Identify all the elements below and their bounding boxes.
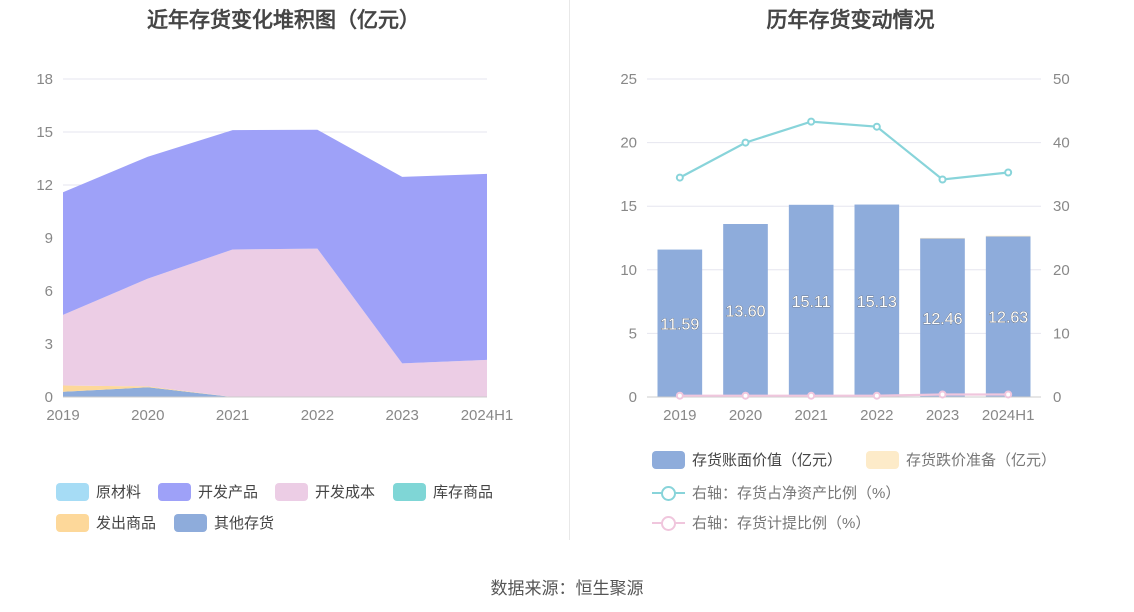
legend-label: 右轴：存货占净资产比例（%） xyxy=(692,485,901,502)
y-tick-label: 5 xyxy=(629,325,637,342)
legend-swatch xyxy=(174,513,207,532)
y-tick-label: 0 xyxy=(45,389,53,406)
x-tick-label: 2022 xyxy=(860,407,893,424)
legend-swatch xyxy=(652,484,685,502)
x-tick-label: 2023 xyxy=(926,407,959,424)
x-tick-label: 2019 xyxy=(46,407,79,424)
x-tick-label: 2022 xyxy=(301,407,334,424)
bar-存货账面价值（亿元） xyxy=(723,224,768,397)
legend-label: 开发产品 xyxy=(198,484,259,501)
line-右轴：存货占净资产比例（%） xyxy=(679,120,1009,181)
legend-label: 库存商品 xyxy=(433,484,494,501)
bar-value-label: 12.63 xyxy=(988,310,1028,327)
line-point xyxy=(938,390,947,399)
y2-tick-label: 10 xyxy=(1053,325,1070,342)
y-tick-label: 0 xyxy=(629,389,637,406)
legend-item[interactable]: 发出商品 xyxy=(56,512,156,533)
legend-item[interactable]: 开发产品 xyxy=(158,481,258,502)
x-tick-label: 2020 xyxy=(131,407,164,424)
line-point xyxy=(741,391,750,400)
y-tick-label: 10 xyxy=(620,262,637,279)
legend-label: 原材料 xyxy=(96,484,142,501)
x-tick-label: 2021 xyxy=(794,407,827,424)
y-tick-label: 12 xyxy=(36,177,53,194)
left-chart-title: 近年存货变化堆积图（亿元） xyxy=(147,9,420,32)
x-tick-label: 2024H1 xyxy=(982,407,1035,424)
line-右轴：存货计提比例（%） xyxy=(679,393,1009,397)
line-point xyxy=(1004,168,1013,177)
legend-swatch xyxy=(158,482,191,501)
bar-value-label: 11.59 xyxy=(660,316,699,333)
legend-label: 存货账面价值（亿元） xyxy=(692,452,843,469)
legend-item[interactable]: 右轴：存货占净资产比例（%） xyxy=(652,482,900,503)
bar-value-label: 13.60 xyxy=(725,304,765,321)
area-开发成本 xyxy=(63,248,487,397)
y2-tick-label: 50 xyxy=(1053,71,1070,88)
legend-item[interactable]: 其他存货 xyxy=(174,512,274,533)
line-point xyxy=(938,175,947,184)
legend-item[interactable]: 开发成本 xyxy=(275,481,375,502)
y-tick-label: 25 xyxy=(620,71,637,88)
bar-value-label: 15.11 xyxy=(792,294,831,311)
x-tick-label: 2023 xyxy=(386,407,419,424)
bar-存货账面价值（亿元） xyxy=(788,204,834,397)
y2-tick-label: 40 xyxy=(1053,135,1070,152)
legend-item[interactable]: 右轴：存货计提比例（%） xyxy=(652,512,870,533)
bar-存货账面价值（亿元） xyxy=(854,204,900,397)
x-tick-label: 2020 xyxy=(729,407,762,424)
legend-swatch xyxy=(652,450,685,469)
legend-item[interactable]: 原材料 xyxy=(56,481,141,502)
y-tick-label: 20 xyxy=(620,135,637,152)
line-point xyxy=(807,391,816,400)
bar-存货账面价值（亿元） xyxy=(920,238,965,397)
area-其他存货 xyxy=(63,387,487,397)
legend-label: 存货跌价准备（亿元） xyxy=(906,452,1057,469)
bar-value-label: 12.46 xyxy=(922,311,962,328)
legend-item[interactable]: 存货跌价准备（亿元） xyxy=(866,449,1056,470)
line-point xyxy=(872,391,881,400)
y2-tick-label: 0 xyxy=(1053,389,1061,406)
line-point xyxy=(675,391,684,400)
y-tick-label: 18 xyxy=(36,71,53,88)
legend-label: 其他存货 xyxy=(214,515,275,532)
legend-label: 开发成本 xyxy=(315,484,376,501)
legend-swatch xyxy=(275,482,308,501)
x-tick-label: 2024H1 xyxy=(461,407,514,424)
y-tick-label: 6 xyxy=(45,283,53,300)
y-tick-label: 3 xyxy=(45,336,53,353)
y2-tick-label: 30 xyxy=(1053,198,1070,215)
legend-swatch xyxy=(56,513,89,532)
bar-value-label: 15.13 xyxy=(857,294,897,311)
y-tick-label: 15 xyxy=(620,198,637,215)
legend-item[interactable]: 库存商品 xyxy=(393,481,493,502)
legend-swatch xyxy=(393,482,426,501)
area-发出商品 xyxy=(63,385,487,397)
line-point xyxy=(675,173,684,182)
bar-存货跌价准备（亿元） xyxy=(920,237,965,239)
area-开发产品 xyxy=(63,129,487,364)
legend-swatch xyxy=(652,514,685,532)
line-point xyxy=(1004,390,1013,399)
x-tick-label: 2019 xyxy=(663,407,696,424)
right-chart-title: 历年存货变动情况 xyxy=(766,9,935,32)
panel-divider xyxy=(569,0,570,540)
line-point xyxy=(807,117,816,126)
line-point xyxy=(741,138,750,147)
legend-swatch xyxy=(866,450,899,469)
legend-label: 发出商品 xyxy=(96,515,157,532)
line-point xyxy=(872,122,881,131)
bar-存货账面价值（亿元） xyxy=(985,236,1031,397)
data-source: 数据来源：恒生聚源 xyxy=(490,579,644,598)
bar-存货账面价值（亿元） xyxy=(657,249,703,397)
x-tick-label: 2021 xyxy=(216,407,249,424)
legend-swatch xyxy=(56,482,89,501)
bar-存货跌价准备（亿元） xyxy=(985,235,1031,237)
y-tick-label: 9 xyxy=(45,230,53,247)
legend-label: 右轴：存货计提比例（%） xyxy=(692,515,871,532)
legend-item[interactable]: 存货账面价值（亿元） xyxy=(652,449,842,470)
y2-tick-label: 20 xyxy=(1053,262,1070,279)
y-tick-label: 15 xyxy=(36,124,53,141)
